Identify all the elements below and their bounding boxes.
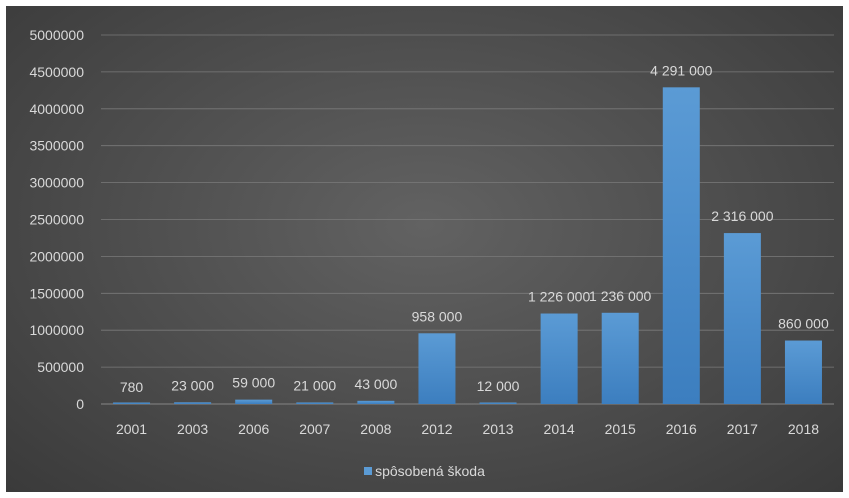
y-tick-label: 3500000 [29,138,84,154]
x-tick-label-2008: 2008 [360,421,391,437]
y-tick-label: 2500000 [29,212,84,228]
data-label-2018: 860 000 [778,316,829,332]
legend-label: spôsobená škoda [375,463,485,479]
x-tick-label-2016: 2016 [666,421,697,437]
data-label-2001: 780 [120,379,144,395]
data-label-2008: 43 000 [354,376,397,392]
x-tick-label-2017: 2017 [727,421,758,437]
bar-2001 [113,402,151,404]
x-tick-label-2013: 2013 [482,421,513,437]
bar-2016 [662,87,700,404]
x-tick-label-2012: 2012 [421,421,452,437]
x-tick-label-2006: 2006 [238,421,269,437]
data-label-2006: 59 000 [232,375,275,391]
y-tick-label: 1000000 [29,322,84,338]
y-tick-label: 3000000 [29,175,84,191]
y-tick-label: 1500000 [29,285,84,301]
bar-2008 [357,400,395,404]
y-tick-label: 4000000 [29,101,84,117]
data-label-2012: 958 000 [412,308,463,324]
data-label-2013: 12 000 [477,378,520,394]
x-tick-label-2001: 2001 [116,421,147,437]
x-tick-label-2015: 2015 [605,421,636,437]
y-tick-label: 500000 [37,359,84,375]
bar-2018 [784,340,822,404]
x-tick-label-2014: 2014 [544,421,575,437]
data-label-2017: 2 316 000 [711,208,773,224]
x-tick-label-2007: 2007 [299,421,330,437]
y-tick-label: 4500000 [29,64,84,80]
data-label-2003: 23 000 [171,377,214,393]
bar-2006 [235,399,273,404]
y-tick-label: 5000000 [29,27,84,43]
legend: spôsobená škoda [6,461,843,481]
y-tick-label: 2000000 [29,248,84,264]
data-label-2007: 21 000 [293,377,336,393]
data-label-2014: 1 226 000 [528,289,590,305]
x-tick-label-2018: 2018 [788,421,819,437]
bar-2015 [601,312,639,404]
chart-frame: 0 500000 1000000 1500000 2000000 2500000 30000… [6,6,843,492]
bar-2013 [479,402,517,404]
legend-swatch [364,467,373,475]
data-label-2015: 1 236 000 [589,288,651,304]
bar-chart: 0 500000 1000000 1500000 2000000 2500000 30000… [29,27,834,437]
data-label-2016: 4 291 000 [650,62,712,78]
y-tick-label: 0 [76,396,84,412]
bar-2003 [174,402,212,404]
x-tick-label-2003: 2003 [177,421,208,437]
bar-2014 [540,313,578,404]
bar-2012 [418,333,456,404]
bar-2007 [296,402,334,404]
bar-2017 [723,233,761,404]
